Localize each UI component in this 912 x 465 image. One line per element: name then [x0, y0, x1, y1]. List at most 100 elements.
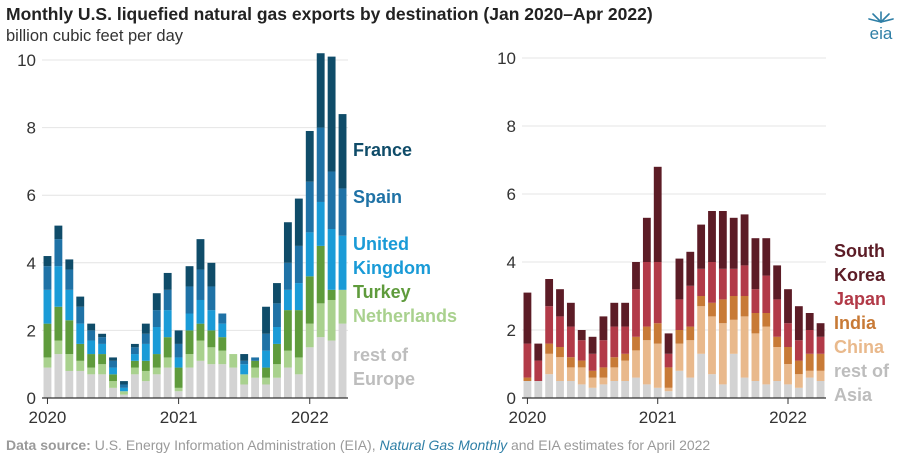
right-xtick-label: 2021 — [639, 408, 677, 427]
left-bar-rest-of-europe — [316, 337, 325, 398]
left-bar-spain — [98, 337, 107, 344]
left-bar-spain — [43, 266, 52, 290]
right-bar-china — [653, 343, 662, 388]
left-bar-spain — [316, 127, 325, 202]
left-bar-france — [141, 323, 150, 334]
left-bar-france — [163, 272, 172, 290]
left-bar-turkey — [251, 360, 260, 368]
right-bar-china — [697, 306, 706, 354]
left-bar-rest-of-europe — [218, 364, 227, 398]
source-label: Data source: — [6, 437, 91, 453]
right-bar-south-korea — [805, 313, 814, 330]
right-bar-china — [610, 367, 619, 381]
right-bar-south-korea — [610, 302, 619, 327]
left-bar-turkey — [152, 354, 161, 368]
right-bar-india — [762, 313, 771, 327]
left-bar-france — [130, 343, 139, 348]
legend-china: China — [834, 337, 885, 357]
source-publication-link[interactable]: Natural Gas Monthly — [379, 437, 508, 453]
right-bar-japan — [686, 285, 695, 327]
left-bar-spain — [305, 181, 314, 233]
left-bar-netherlands — [229, 354, 238, 368]
left-bar-rest-of-europe — [109, 387, 117, 398]
left-bar-france — [327, 56, 336, 172]
left-bar-turkey — [174, 367, 183, 388]
right-bar-china — [545, 353, 554, 375]
left-bar-united-kingdom — [152, 327, 161, 355]
right-bar-india — [556, 347, 564, 358]
right-bar-south-korea — [588, 336, 597, 354]
right-bar-india — [642, 326, 651, 341]
chart-subtitle: billion cubic feet per day — [6, 27, 184, 45]
right-bar-china — [816, 370, 825, 381]
left-bar-rest-of-europe — [240, 384, 249, 398]
right-bar-china — [740, 316, 749, 378]
left-bar-rest-of-europe — [120, 394, 128, 398]
right-bar-south-korea — [523, 292, 532, 344]
left-bar-spain — [185, 286, 194, 314]
left-bar-united-kingdom — [196, 299, 205, 324]
left-bar-rest-of-europe — [305, 347, 314, 398]
left-bar-netherlands — [98, 364, 107, 375]
left-bar-united-kingdom — [305, 232, 314, 277]
right-bar-china — [556, 357, 564, 381]
right-bar-japan — [566, 326, 575, 358]
left-bar-france — [240, 354, 249, 361]
left-bar-united-kingdom — [327, 229, 336, 290]
right-bar-south-korea — [545, 279, 554, 307]
left-bar-spain — [294, 245, 303, 284]
chart-title: Monthly U.S. liquefied natural gas expor… — [6, 4, 653, 24]
right-bar-japan — [816, 336, 825, 354]
left-bar-netherlands — [207, 347, 216, 365]
left-bar-france — [294, 198, 303, 246]
right-bar-rest-of-asia — [566, 381, 575, 398]
left-bar-united-kingdom — [87, 340, 96, 355]
left-bar-united-kingdom — [316, 201, 325, 246]
left-bar-rest-of-europe — [185, 367, 194, 398]
left-bar-united-kingdom — [120, 387, 128, 392]
right-bar-japan — [751, 289, 760, 313]
left-bar-rest-of-europe — [283, 367, 292, 398]
left-bar-netherlands — [240, 374, 249, 385]
right-bar-india — [773, 336, 782, 347]
right-ytick-label: 2 — [507, 321, 516, 340]
eia-logo: eia — [868, 11, 894, 42]
left-bar-france — [120, 381, 128, 385]
right-xtick-label: 2020 — [509, 408, 547, 427]
right-bar-south-korea — [675, 258, 684, 300]
left-bar-netherlands — [196, 340, 205, 361]
left-bar-netherlands — [130, 367, 139, 375]
right-bar-rest-of-asia — [784, 384, 792, 398]
left-bar-rest-of-europe — [273, 377, 281, 398]
left-bar-france — [207, 262, 216, 287]
left-bar-spain — [240, 360, 249, 365]
left-bar-netherlands — [262, 377, 270, 385]
right-bar-japan — [784, 323, 792, 347]
right-bar-japan — [773, 299, 782, 337]
left-ytick-label: 2 — [27, 321, 36, 340]
right-bar-rest-of-asia — [686, 377, 695, 398]
left-bar-netherlands — [76, 360, 85, 371]
left-xtick-label: 2022 — [291, 408, 329, 427]
left-bar-france — [54, 225, 63, 240]
left-bar-united-kingdom — [207, 310, 216, 331]
left-bar-rest-of-europe — [207, 364, 216, 398]
left-bar-france — [76, 296, 85, 307]
left-bar-rest-of-europe — [196, 360, 205, 398]
left-bar-netherlands — [338, 289, 347, 324]
right-bar-india — [816, 353, 825, 371]
right-bar-japan — [599, 340, 608, 368]
left-bar-united-kingdom — [65, 289, 74, 321]
left-bar-rest-of-europe — [229, 367, 238, 398]
left-bar-netherlands — [120, 391, 128, 395]
right-bar-south-korea — [621, 302, 630, 327]
left-bar-rest-of-europe — [43, 367, 52, 398]
left-bar-united-kingdom — [218, 323, 227, 338]
left-bar-netherlands — [294, 357, 303, 375]
right-bar-india — [653, 323, 662, 344]
right-bar-rest-of-asia — [708, 374, 716, 398]
right-bar-south-korea — [577, 330, 586, 341]
left-bar-france — [174, 330, 183, 344]
left-bar-rest-of-europe — [87, 374, 96, 398]
source-text: U.S. Energy Information Administration (… — [94, 437, 376, 453]
